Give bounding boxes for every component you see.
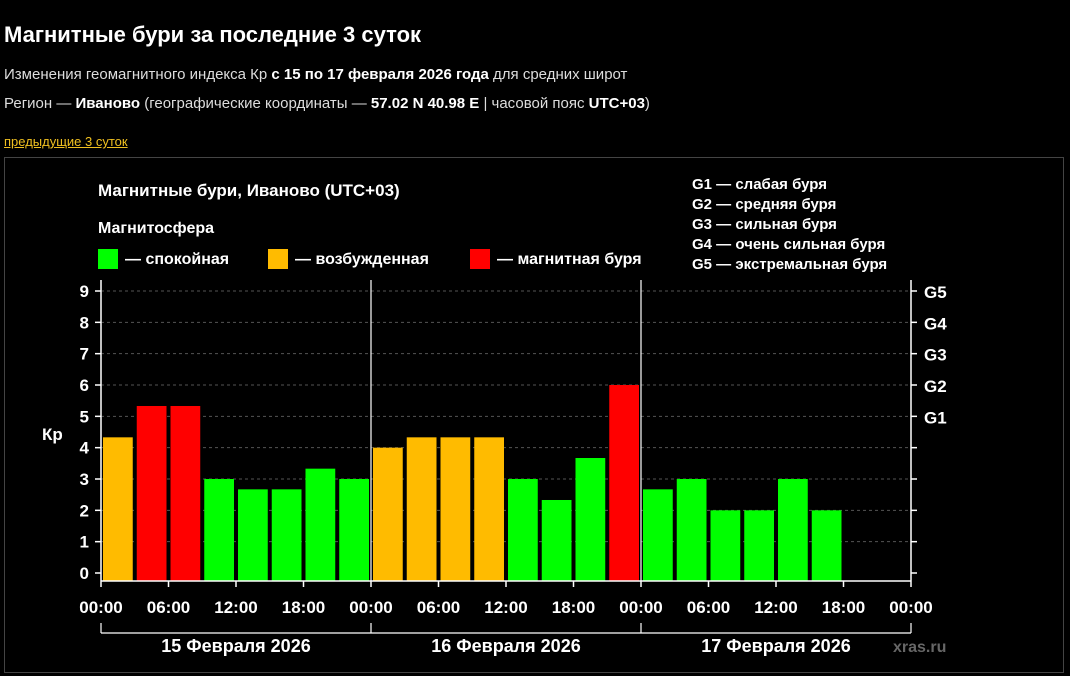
y-tick-label: 9	[80, 282, 89, 301]
kp-bar	[136, 405, 167, 581]
kp-bar	[440, 437, 471, 581]
g-level-label: G3	[924, 346, 947, 365]
legend-label-2: — возбужденная	[295, 251, 429, 268]
kp-bar	[373, 447, 403, 581]
x-tick-label: 12:00	[484, 598, 527, 617]
period-description: Изменения геомагнитного индекса Кр с 15 …	[4, 66, 628, 83]
kp-bar	[508, 479, 538, 581]
x-tick-label: 00:00	[619, 598, 662, 617]
g-scale-item-5: G5 — экстремальная буря	[692, 256, 887, 273]
y-tick-label: 6	[80, 376, 89, 395]
kp-bar	[406, 437, 437, 581]
x-tick-label: 12:00	[754, 598, 797, 617]
x-tick-label: 18:00	[822, 598, 865, 617]
kp-bar	[643, 489, 673, 581]
legend-title: Магнитосфера	[98, 220, 214, 237]
watermark: xras.ru	[893, 639, 946, 656]
g-scale-item-3: G3 — сильная буря	[692, 216, 837, 233]
legend-swatch-3	[470, 249, 490, 269]
kp-bar	[103, 437, 133, 581]
region-description: Регион — Иваново (географические координ…	[4, 95, 650, 112]
y-tick-label: 0	[80, 564, 89, 583]
chart-container	[4, 157, 1064, 673]
x-tick-label: 06:00	[147, 598, 190, 617]
x-tick-label: 18:00	[552, 598, 595, 617]
x-tick-label: 12:00	[214, 598, 257, 617]
y-tick-label: 3	[80, 470, 89, 489]
x-tick-label: 00:00	[889, 598, 932, 617]
page-title: Магнитные бури за последние 3 суток	[4, 22, 422, 47]
previous-3-days-link[interactable]: предыдущие 3 суток	[4, 134, 128, 149]
g-scale-item-2: G2 — средняя буря	[692, 196, 836, 213]
kp-bar	[170, 405, 201, 581]
kp-bar	[609, 385, 639, 581]
day-label: 17 Февраля 2026	[701, 636, 850, 656]
kp-bar	[204, 479, 234, 581]
kp-bar	[676, 479, 707, 581]
x-tick-label: 06:00	[687, 598, 730, 617]
kp-bar	[339, 479, 369, 581]
kp-bar	[778, 479, 808, 581]
kp-bar	[305, 468, 336, 581]
y-tick-label: 5	[80, 407, 89, 426]
plot-area: 0 1 2 3 4 5 6 7 8 9 G1 G2 G3 G4 G5 00:00 06:00 12:00 18:00…	[79, 280, 947, 656]
kp-bar	[541, 499, 572, 581]
y-tick-label: 8	[80, 313, 89, 332]
g-level-label: G5	[924, 283, 947, 302]
g-level-label: G1	[924, 408, 947, 427]
legend-swatch-2	[268, 249, 288, 269]
y-axis-label: Кр	[42, 425, 63, 444]
x-tick-label: 06:00	[417, 598, 460, 617]
x-tick-label: 00:00	[349, 598, 392, 617]
y-tick-label: 4	[80, 439, 90, 458]
g-scale-item-1: G1 — слабая буря	[692, 176, 827, 193]
kp-bar	[811, 510, 842, 581]
kp-bar	[710, 510, 741, 581]
chart-title: Магнитные бури, Иваново (UTC+03)	[98, 181, 400, 200]
x-tick-label: 18:00	[282, 598, 325, 617]
y-tick-label: 2	[80, 501, 89, 520]
x-tick-label: 00:00	[79, 598, 122, 617]
g-scale-item-4: G4 — очень сильная буря	[692, 236, 885, 253]
day-label: 15 Февраля 2026	[161, 636, 310, 656]
kp-bar	[575, 458, 606, 581]
y-tick-label: 1	[80, 533, 89, 552]
legend: — спокойная — возбужденная — магнитная бур…	[98, 249, 642, 269]
y-tick-label: 7	[80, 345, 89, 364]
kp-bar	[474, 437, 504, 581]
kp-bar	[238, 489, 268, 581]
g-level-label: G4	[924, 314, 947, 333]
day-label: 16 Февраля 2026	[431, 636, 580, 656]
kp-bar	[271, 489, 302, 581]
legend-swatch-1	[98, 249, 118, 269]
g-level-label: G2	[924, 377, 947, 396]
kp-bar	[744, 510, 774, 581]
legend-label-3: — магнитная буря	[497, 251, 642, 268]
g-scale-legend: G1 — слабая буря G2 — средняя буря G3 — си…	[692, 176, 887, 273]
legend-label-1: — спокойная	[125, 251, 229, 268]
